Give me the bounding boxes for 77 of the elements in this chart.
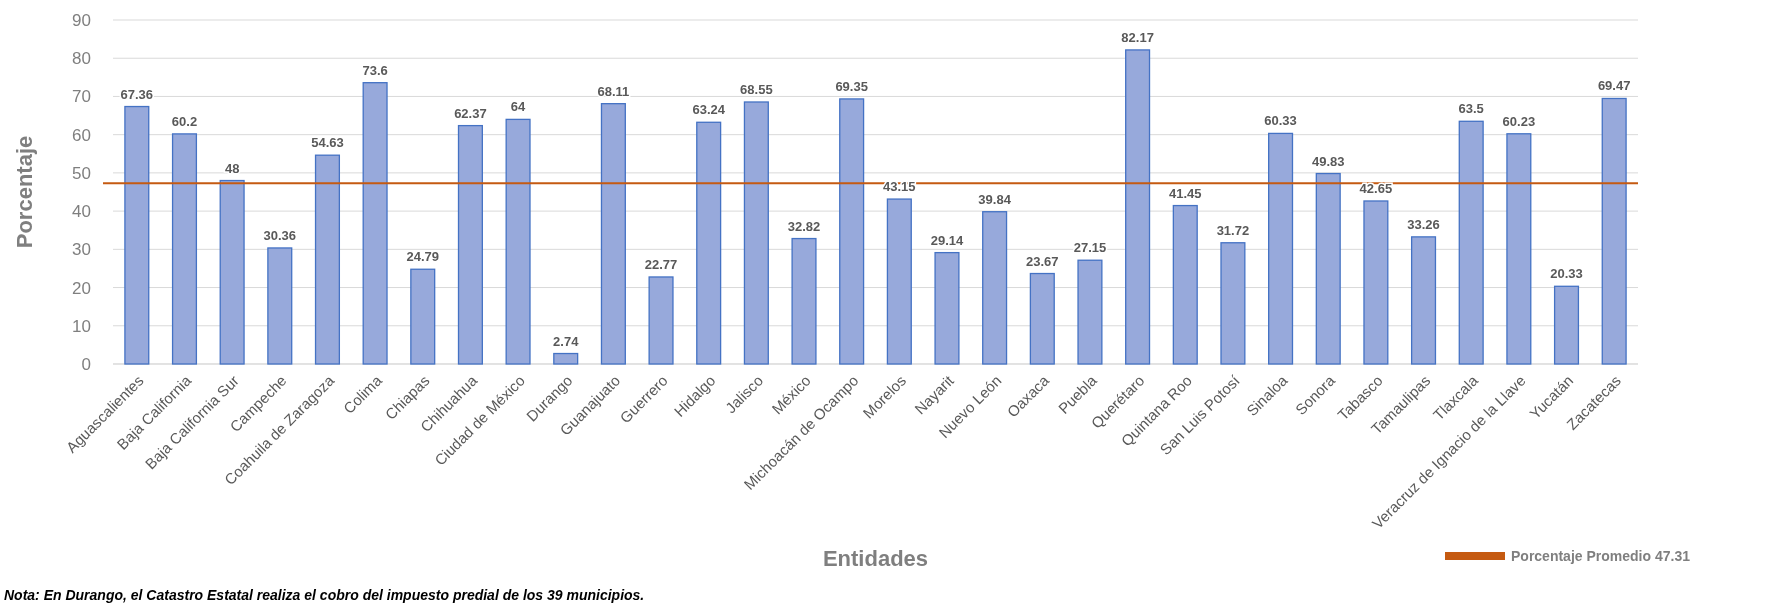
- data-label: 31.72: [1216, 222, 1250, 238]
- data-label: 30.36: [263, 227, 297, 243]
- data-label: 41.45: [1168, 185, 1202, 201]
- legend-label: Porcentaje Promedio 47.31: [1511, 547, 1691, 564]
- data-label: 48: [224, 160, 240, 176]
- bar: [457, 124, 483, 365]
- data-label: 20.33: [1550, 266, 1583, 282]
- y-tick-label: 0: [81, 354, 91, 374]
- bar: [553, 352, 579, 365]
- data-label: 60.2: [171, 113, 198, 129]
- bar: [1506, 133, 1532, 365]
- bar: [1172, 204, 1198, 365]
- data-label: 49.83: [1311, 153, 1345, 169]
- y-tick-label: 20: [72, 278, 91, 298]
- y-tick-label: 90: [72, 10, 91, 30]
- data-label: 69.47: [1597, 78, 1631, 94]
- y-tick-label: 70: [72, 87, 91, 107]
- data-label: 73.6: [362, 62, 388, 78]
- bar: [743, 101, 769, 365]
- data-label: 64: [510, 99, 527, 115]
- data-label: 29.14: [930, 232, 965, 248]
- data-label: 60.33: [1264, 113, 1297, 129]
- data-label: 67.36: [120, 86, 154, 102]
- bar: [600, 103, 626, 365]
- bar: [791, 237, 817, 365]
- y-tick-label: 50: [72, 163, 91, 183]
- data-label: 32.82: [787, 218, 821, 234]
- bar: [934, 251, 960, 365]
- data-label: 82.17: [1121, 29, 1154, 45]
- bar: [1077, 259, 1103, 365]
- data-label: 22.77: [644, 256, 678, 272]
- bar: [982, 211, 1008, 365]
- bar: [219, 179, 245, 365]
- bar: [839, 98, 865, 365]
- data-label: 69.35: [835, 78, 868, 94]
- y-tick-label: 40: [72, 202, 91, 222]
- data-label: 60.23: [1502, 113, 1536, 129]
- bar: [1363, 200, 1389, 365]
- data-label: 23.67: [1026, 253, 1059, 269]
- data-label: 27.15: [1073, 240, 1107, 256]
- bar: [410, 268, 436, 365]
- y-tick-label: 30: [72, 240, 91, 260]
- bar: [314, 154, 341, 365]
- bar: [648, 276, 674, 365]
- data-label: 68.11: [597, 83, 630, 99]
- bar: [1029, 272, 1055, 365]
- bar: [1458, 120, 1484, 365]
- text: Nota: En Durango, el Catastro Estatal realiza el cobro del impuesto predial de los 39 municipios.: [4, 587, 645, 603]
- data-label: 33.26: [1407, 216, 1440, 232]
- bar: [886, 198, 912, 365]
- y-axis-title: Porcentaje: [12, 135, 37, 249]
- bar: [1410, 236, 1437, 365]
- bar: [1315, 172, 1341, 365]
- data-label: 24.79: [406, 249, 440, 265]
- data-label: 62.37: [454, 105, 487, 121]
- bar: [124, 105, 150, 365]
- bar: [1601, 97, 1627, 365]
- bar: [1220, 242, 1246, 365]
- bar: [696, 121, 722, 365]
- data-label: 68.55: [740, 81, 773, 97]
- data-label: 42.65: [1359, 180, 1393, 196]
- bar: [1553, 285, 1580, 365]
- data-label: 63.5: [1458, 101, 1484, 117]
- data-label: 39.84: [978, 191, 1012, 207]
- bar: [1268, 132, 1294, 365]
- y-tick-label: 80: [72, 49, 91, 69]
- data-label: 54.63: [311, 135, 344, 151]
- y-tick-label: 10: [72, 316, 91, 336]
- data-label: 2.74: [553, 333, 580, 349]
- bar: [1125, 49, 1151, 365]
- bar: [171, 133, 198, 365]
- bar: [505, 118, 531, 365]
- bar: [362, 82, 388, 365]
- data-label: 63.24: [692, 102, 726, 118]
- y-tick-label: 60: [72, 125, 91, 145]
- x-axis-title: Entidades: [822, 546, 929, 571]
- bar: [267, 247, 293, 365]
